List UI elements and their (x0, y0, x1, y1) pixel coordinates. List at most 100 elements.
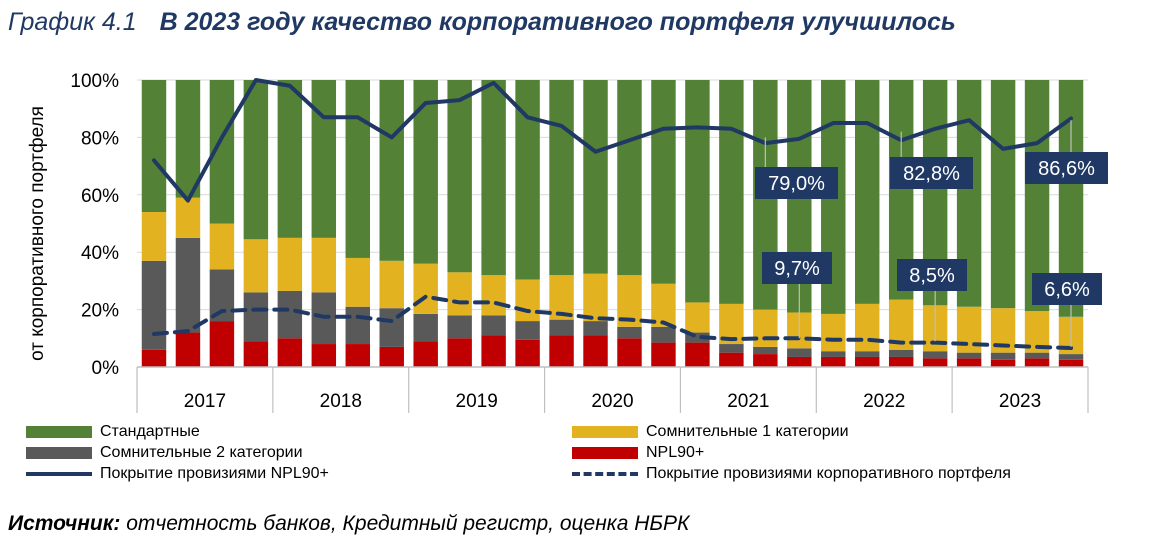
bar-standard (447, 80, 472, 273)
annotation-npl-coverage: 79,0% (768, 173, 825, 195)
legend-label-doubtful1: Сомнительные 1 категории (646, 423, 849, 440)
legend-item-doubtful1: Сомнительные 1 категории (572, 422, 849, 442)
bar-npl (1058, 359, 1084, 367)
bar-doubtful1 (821, 313, 846, 352)
bar-npl (413, 341, 438, 367)
bar-doubtful2 (481, 315, 506, 336)
bar-standard (617, 80, 642, 276)
bar-doubtful1 (447, 272, 472, 316)
bar-npl (617, 338, 642, 367)
bar-npl (753, 354, 778, 367)
y-tick-label: 0% (92, 358, 120, 379)
bar-standard (175, 80, 201, 198)
bar-doubtful1 (753, 309, 778, 347)
bar-doubtful2 (345, 306, 370, 345)
bar-npl (990, 359, 1016, 367)
annotation-npl-coverage-box (1025, 152, 1108, 184)
bar-standard (141, 80, 167, 213)
bar-standard (651, 80, 676, 284)
bar-doubtful2 (141, 260, 167, 350)
annotation-npl-coverage: 86,6% (1038, 158, 1095, 180)
bar-doubtful2 (1058, 354, 1084, 360)
bar-npl (719, 352, 744, 367)
bar-standard (549, 80, 574, 276)
source-label: Источник: (8, 512, 121, 535)
bar-standard (1024, 80, 1050, 312)
bar-doubtful1 (515, 279, 540, 322)
annotation-portfolio-coverage: 9,7% (774, 258, 820, 280)
bar-standard (413, 80, 438, 264)
x-tick-label: 2019 (456, 391, 498, 412)
bar-standard (345, 80, 370, 258)
bar-doubtful2 (990, 352, 1016, 360)
annotation-npl-coverage-box (755, 167, 838, 199)
bar-doubtful2 (413, 313, 438, 342)
bar-npl (447, 338, 472, 367)
bar-npl (379, 346, 404, 367)
bar-doubtful1 (243, 239, 269, 293)
bar-doubtful2 (175, 237, 201, 333)
bar-npl (243, 341, 269, 367)
y-tick-label: 60% (81, 186, 119, 207)
bar-npl (277, 338, 303, 367)
bar-doubtful1 (345, 257, 370, 307)
bar-standard (311, 80, 337, 238)
bar-doubtful2 (888, 349, 914, 357)
annotation-npl-coverage: 82,8% (903, 163, 960, 185)
bar-doubtful2 (1024, 352, 1050, 359)
bar-standard (243, 80, 269, 240)
y-tick-label: 80% (81, 128, 119, 149)
bar-standard (481, 80, 506, 276)
bar-npl (855, 356, 880, 367)
chart-title: В 2023 году качество корпоративного порт… (159, 8, 956, 36)
bar-doubtful2 (922, 351, 948, 359)
bar-npl (651, 342, 676, 367)
bar-doubtful1 (141, 212, 167, 261)
bar-doubtful1 (379, 260, 404, 309)
bar-standard (855, 80, 880, 304)
bar-doubtful2 (685, 332, 710, 343)
legend-label-standard: Стандартные (100, 423, 200, 440)
legend-label-portfolio-coverage: Покрытие провизиями корпоративного портф… (646, 465, 1011, 482)
bar-npl (888, 356, 914, 367)
bar-doubtful2 (515, 321, 540, 340)
bar-doubtful2 (447, 315, 472, 339)
source-note: Источник: отчетность банков, Кредитный р… (8, 512, 689, 536)
npl-coverage-line (151, 78, 1074, 203)
stacked-bar-chart: 0% 20% 40% 60% 80% 100% от корпоративного порт… (27, 71, 1108, 413)
bar-doubtful1 (685, 302, 710, 333)
bar-doubtful1 (175, 197, 201, 238)
source-text: отчетность банков, Кредитный регистр, оц… (120, 512, 690, 535)
bar-npl (787, 356, 812, 367)
legend-item-doubtful2: Сомнительные 2 категории (26, 443, 303, 463)
bar-npl (583, 335, 608, 367)
bar-doubtful2 (617, 326, 642, 339)
bar-doubtful2 (855, 351, 880, 357)
bar-doubtful1 (855, 303, 880, 352)
bar-npl (175, 332, 201, 367)
bar-npl (311, 344, 337, 367)
bar-npl (922, 358, 948, 367)
legend-label-doubtful2: Сомнительные 2 категории (100, 444, 303, 461)
annotations: 79,0% 82,8% 86,6% 9,7% 8,5% 6,6% (755, 120, 1108, 347)
legend-item-portfolio-coverage: Покрытие провизиями корпоративного портф… (572, 464, 1011, 484)
bar-standard (685, 80, 710, 303)
bar-npl (956, 358, 982, 367)
legend-swatch-portfolio-coverage (572, 472, 638, 476)
bar-npl (209, 321, 235, 367)
bar-doubtful2 (956, 352, 982, 359)
legend-swatch-doubtful1 (572, 426, 638, 438)
bar-doubtful2 (651, 326, 676, 343)
bar-npl (1024, 358, 1050, 367)
annotation-portfolio-coverage-box (1032, 273, 1102, 305)
x-tick-label: 2022 (863, 391, 905, 412)
chart-title-row: График 4.1 В 2023 году качество корпорат… (8, 8, 956, 48)
bar-npl (685, 342, 710, 367)
bar-doubtful1 (209, 223, 235, 270)
bar-doubtful1 (481, 275, 506, 316)
bar-doubtful2 (277, 290, 303, 339)
annotation-portfolio-coverage: 8,5% (909, 265, 955, 287)
bar-doubtful1 (651, 283, 676, 327)
bar-standard (990, 80, 1016, 309)
bar-standard (379, 80, 404, 261)
